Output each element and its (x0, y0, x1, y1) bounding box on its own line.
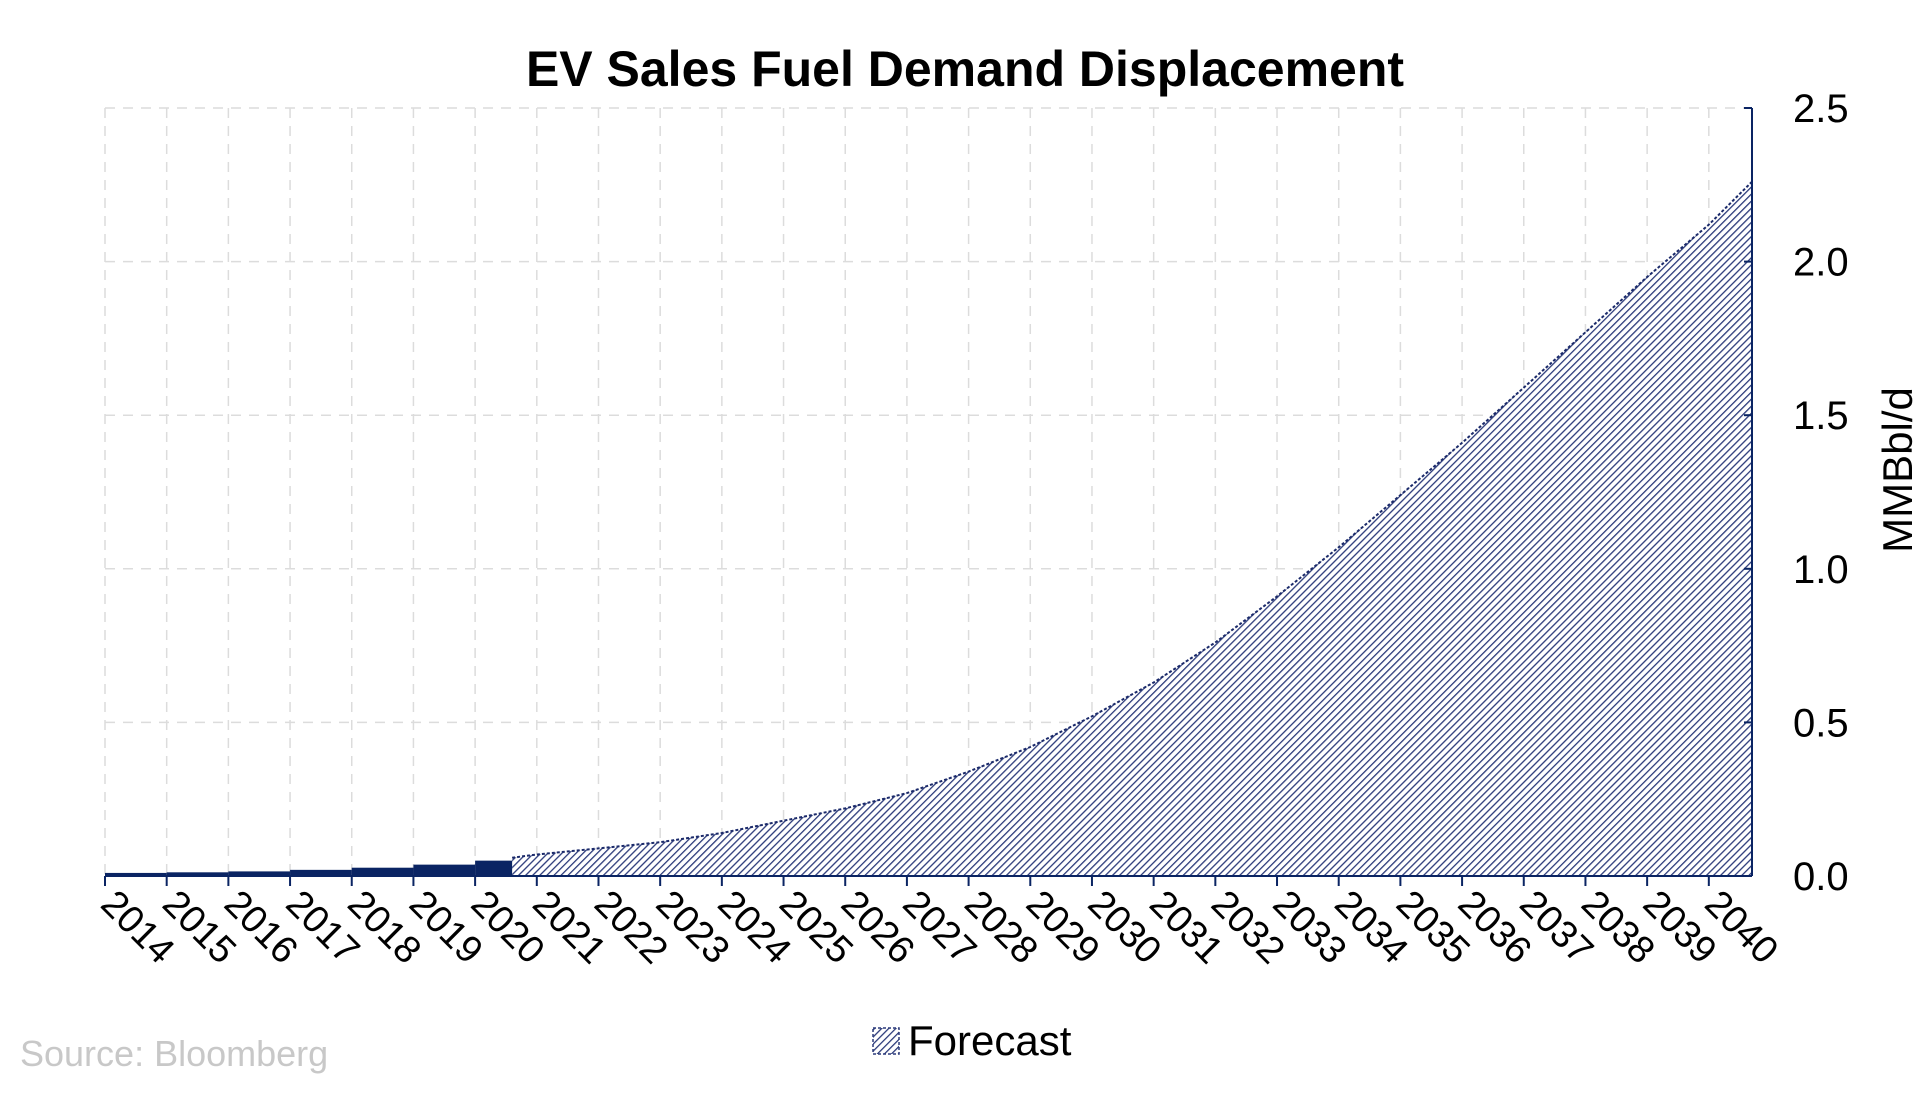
y-tick-label-1.5: 1.5 (1793, 394, 1849, 438)
y-tick-labels: 0.0 0.5 1.0 1.5 2.0 2.5 (1793, 87, 1849, 899)
legend: Forecast (872, 1017, 1072, 1064)
historical-step-2019 (413, 864, 476, 876)
axes (104, 107, 1753, 886)
y-tick-label-2.0: 2.0 (1793, 241, 1849, 285)
y-axis-label: MMBbl/d (1874, 387, 1921, 553)
historical-step-2014 (105, 872, 167, 876)
y-tick-label-2.5: 2.5 (1793, 87, 1849, 131)
forecast-area (512, 181, 1753, 876)
historical-step-2020 (475, 860, 513, 876)
y-tick-label-1.0: 1.0 (1793, 548, 1849, 592)
legend-swatch-forecast (872, 1027, 900, 1055)
plot-area (105, 180, 1753, 876)
historical-step-2017 (290, 869, 352, 876)
x-tick-labels: 2014201520162017201820192020202120222023… (93, 883, 1786, 972)
chart-title: EV Sales Fuel Demand Displacement (526, 41, 1404, 97)
historical-step-2016 (228, 871, 291, 876)
legend-label-forecast: Forecast (908, 1017, 1072, 1064)
source-note: Source: Bloomberg (20, 1033, 328, 1074)
y-tick-label-0.0: 0.0 (1793, 855, 1849, 899)
historical-step-2015 (166, 872, 229, 876)
y-tick-label-0.5: 0.5 (1793, 701, 1849, 745)
forecast-outline (511, 180, 1753, 859)
historical-step-2018 (351, 867, 414, 876)
x-tick-label-2014: 2014 (93, 883, 182, 972)
